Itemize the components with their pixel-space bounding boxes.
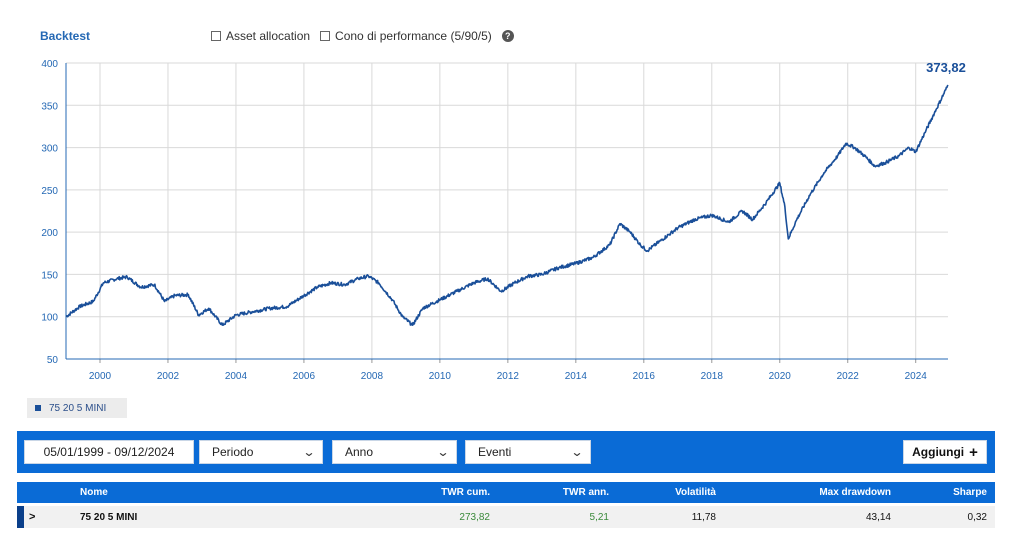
x-tick-label: 2002 <box>157 371 180 382</box>
question-circle-icon[interactable]: ? <box>501 30 514 42</box>
asset-allocation-checkbox[interactable] <box>211 31 221 41</box>
chevron-down-icon: ⌄ <box>436 445 450 459</box>
col-header-sharpe[interactable]: Sharpe <box>953 487 987 498</box>
col-header-twr-cum[interactable]: TWR cum. <box>441 487 490 498</box>
chart-options: Asset allocation Cono di performance (5/… <box>211 29 514 43</box>
y-tick-label: 50 <box>47 355 59 366</box>
date-range-field[interactable]: 05/01/1999 - 09/12/2024 <box>24 440 194 464</box>
y-tick-label: 150 <box>41 270 58 281</box>
series-line <box>65 84 949 327</box>
x-tick-label: 2010 <box>429 371 452 382</box>
asset-allocation-option[interactable]: Asset allocation <box>211 29 310 43</box>
y-tick-label: 100 <box>41 313 58 324</box>
col-header-volatilita[interactable]: Volatilità <box>675 487 716 498</box>
performance-cone-option[interactable]: Cono di performance (5/90/5) <box>320 29 492 43</box>
cell-max-drawdown: 43,14 <box>865 511 891 523</box>
date-range-value: 05/01/1999 - 09/12/2024 <box>43 445 175 459</box>
performance-cone-label: Cono di performance (5/90/5) <box>335 29 492 43</box>
x-tick-label: 2004 <box>225 371 248 382</box>
col-header-max-drawdown[interactable]: Max drawdown <box>819 487 891 498</box>
legend-label: 75 20 5 MINI <box>49 402 107 414</box>
y-tick-label: 300 <box>41 144 58 155</box>
x-tick-label: 2012 <box>497 371 520 382</box>
table-row[interactable]: > 75 20 5 MINI 273,82 5,21 11,78 43,14 0… <box>17 506 995 528</box>
cell-nome: 75 20 5 MINI <box>80 511 138 523</box>
eventi-select[interactable]: Eventi ⌄ <box>465 440 591 464</box>
col-header-twr-ann[interactable]: TWR ann. <box>562 487 609 498</box>
filter-toolbar: 05/01/1999 - 09/12/2024 Periodo ⌄ Anno ⌄… <box>17 431 995 473</box>
end-value-label: 373,82 <box>926 60 966 75</box>
add-button[interactable]: Aggiungi + <box>903 440 987 464</box>
legend-item[interactable]: 75 20 5 MINI <box>27 398 127 418</box>
chevron-down-icon: ⌄ <box>570 445 584 459</box>
y-tick-label: 200 <box>41 228 58 239</box>
col-header-nome[interactable]: Nome <box>80 487 108 498</box>
performance-cone-checkbox[interactable] <box>320 31 331 41</box>
x-tick-label: 2022 <box>837 371 860 382</box>
eventi-select-value: Eventi <box>478 445 512 459</box>
y-tick-label: 250 <box>41 186 58 197</box>
row-color-marker <box>17 506 24 528</box>
x-tick-label: 2008 <box>361 371 384 382</box>
periodo-select-value: Periodo <box>212 445 254 459</box>
add-button-label: Aggiungi <box>912 445 965 459</box>
plus-icon: + <box>969 443 978 461</box>
page-title: Backtest <box>40 29 91 43</box>
x-tick-label: 2006 <box>293 371 316 382</box>
cell-twr-cum: 273,82 <box>459 511 490 523</box>
chevron-right-icon[interactable]: > <box>29 511 36 523</box>
y-tick-label: 350 <box>41 101 58 112</box>
x-tick-label: 2014 <box>565 371 588 382</box>
anno-select-value: Anno <box>345 445 374 459</box>
cell-volatilita: 11,78 <box>691 511 716 523</box>
x-tick-label: 2024 <box>905 371 928 382</box>
cell-sharpe: 0,32 <box>967 511 987 523</box>
table-header: Nome TWR cum. TWR ann. Volatilità Max dr… <box>17 482 995 503</box>
backtest-chart: 50 100 150 200 250 300 350 400 2000 2002 2004 2006 2… <box>41 59 966 382</box>
chevron-down-icon: ⌄ <box>302 445 316 459</box>
x-tick-label: 2020 <box>769 371 792 382</box>
y-tick-label: 400 <box>41 59 58 70</box>
anno-select[interactable]: Anno ⌄ <box>332 440 457 464</box>
asset-allocation-label: Asset allocation <box>226 29 311 43</box>
cell-twr-ann: 5,21 <box>589 511 609 523</box>
legend-swatch <box>35 405 41 411</box>
x-tick-label: 2018 <box>701 371 724 382</box>
x-tick-label: 2016 <box>633 371 656 382</box>
periodo-select[interactable]: Periodo ⌄ <box>199 440 323 464</box>
x-tick-label: 2000 <box>89 371 112 382</box>
